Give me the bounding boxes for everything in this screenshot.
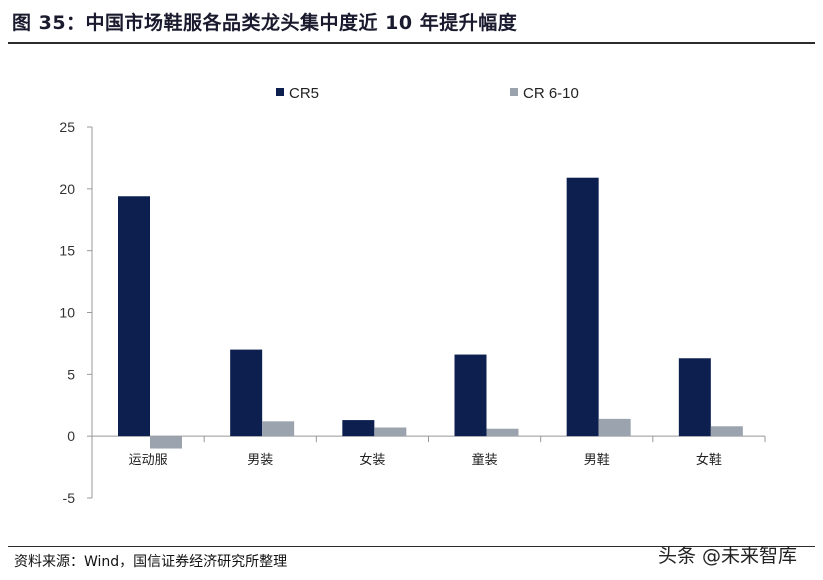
category-label: 男鞋 bbox=[584, 452, 610, 468]
watermark-text: 头条 @未来智库 bbox=[658, 545, 798, 567]
category-label: 女装 bbox=[359, 452, 385, 468]
y-tick-label: 0 bbox=[67, 428, 75, 444]
cr6-10-bar bbox=[374, 427, 407, 437]
cr6-10-bar bbox=[598, 418, 631, 437]
cr6-10-bar bbox=[486, 428, 519, 437]
legend-label: CR5 bbox=[289, 85, 319, 102]
y-tick-label: 15 bbox=[59, 243, 75, 259]
y-tick-label: 20 bbox=[59, 181, 75, 197]
category-label: 女鞋 bbox=[696, 452, 722, 468]
cr6-10-bar bbox=[710, 426, 743, 437]
footer-divider bbox=[8, 546, 815, 547]
chart-bars bbox=[118, 177, 743, 449]
cr5-bar bbox=[118, 196, 150, 437]
chart-axes: 25 20 15 10 5 0 -5 bbox=[59, 119, 766, 506]
cr5-bar bbox=[230, 349, 263, 437]
category-label: 童装 bbox=[472, 452, 498, 468]
cr5-bar bbox=[454, 354, 487, 437]
cr6-10-bar bbox=[262, 421, 295, 437]
legend-label: CR 6-10 bbox=[523, 85, 579, 102]
chart-legend: CR5 CR 6-10 bbox=[276, 85, 579, 102]
y-tick-label: 5 bbox=[67, 366, 75, 382]
legend-swatch bbox=[510, 88, 518, 96]
y-tick-label: 10 bbox=[59, 305, 75, 321]
figure-title: 图 35：中国市场鞋服各品类龙头集中度近 10 年提升幅度 bbox=[12, 12, 518, 34]
y-tick-label: -5 bbox=[63, 490, 76, 506]
bar-chart: 25 20 15 10 5 0 -5 运动服 男装 女装 童装 男鞋 女鞋 CR5 CR 6-10 bbox=[59, 85, 766, 506]
y-tick-label: 25 bbox=[59, 119, 75, 135]
cr6-10-bar bbox=[150, 436, 182, 449]
source-note: 资料来源：Wind，国信证券经济研究所整理 bbox=[14, 554, 288, 570]
legend-swatch bbox=[276, 88, 284, 96]
title-divider bbox=[8, 42, 815, 44]
cr5-bar bbox=[566, 177, 599, 437]
category-label: 男装 bbox=[247, 453, 273, 468]
cr5-bar bbox=[342, 420, 375, 437]
category-label: 运动服 bbox=[129, 453, 168, 468]
cr5-bar bbox=[678, 358, 711, 437]
category-labels: 运动服 男装 女装 童装 男鞋 女鞋 bbox=[129, 452, 722, 468]
